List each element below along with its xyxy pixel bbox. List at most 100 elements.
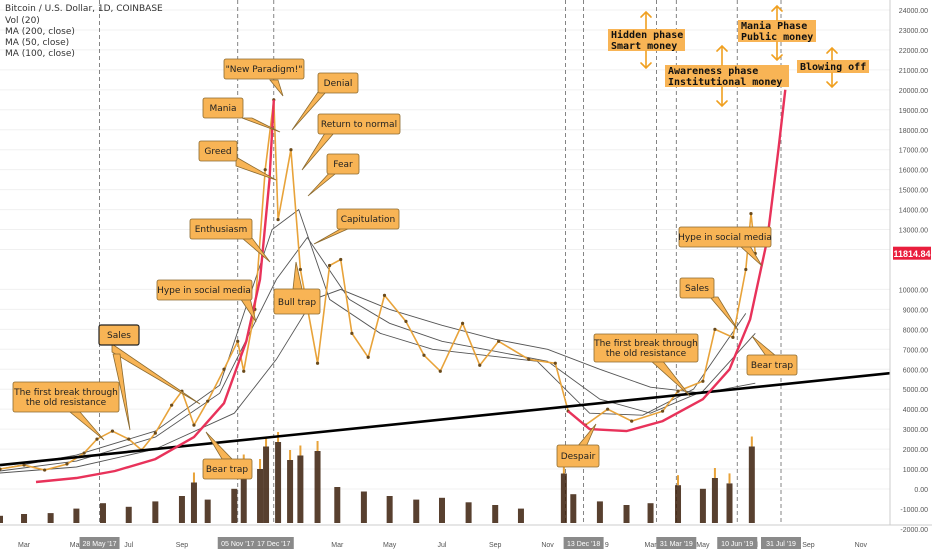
callout-hype-2-box xyxy=(678,226,772,248)
volume-bar xyxy=(287,460,294,523)
volume-bar xyxy=(623,505,630,523)
callout-first-break-2-box xyxy=(593,333,699,363)
price-point xyxy=(22,463,26,467)
price-point xyxy=(422,353,426,357)
date-badge-label: 28 May '17 xyxy=(83,541,117,548)
price-point xyxy=(170,403,174,407)
callout-sales-2: Sales xyxy=(679,277,715,299)
x-tick-label: May xyxy=(696,542,710,549)
y-tick-label: 14000.00 xyxy=(899,208,928,215)
phase-hidden: Hidden phase Smart money xyxy=(608,29,685,52)
y-tick-label: 21000.00 xyxy=(899,68,928,75)
volume-bar xyxy=(204,499,211,523)
date-badges: 28 May '17 05 Nov '17 17 Dec '17 13 Dec '18… xyxy=(79,537,802,549)
price-point xyxy=(606,407,610,411)
phase-awareness: Awareness phase Institutional money xyxy=(665,65,789,88)
date-badge-label: 31 Jul '19 xyxy=(766,541,796,548)
callout-return-to-normal: Return to normal xyxy=(317,113,401,135)
y-tick-label: -2000.00 xyxy=(900,527,928,534)
price-point xyxy=(206,399,210,403)
price-point xyxy=(713,327,717,331)
price-point xyxy=(236,339,240,343)
volume-bar xyxy=(297,455,304,523)
moving-average-line xyxy=(0,288,756,474)
volume-bar xyxy=(152,501,159,523)
callout-new-paradigm-text: "New Paradigm!" xyxy=(226,65,303,75)
x-tick-label: Sep xyxy=(489,542,502,549)
volume-bar xyxy=(517,508,524,523)
volume-bar xyxy=(386,496,393,523)
callout-sales-1-box xyxy=(98,324,140,346)
parabolic-curve xyxy=(567,89,787,433)
callout-first-break-1: The first break through the old resistan… xyxy=(12,381,120,413)
volume-spike xyxy=(713,468,716,478)
phase-hidden-line1: Hidden phase xyxy=(611,29,683,41)
volume-bar xyxy=(263,446,270,523)
volume-spike xyxy=(259,459,262,469)
price-point xyxy=(404,319,408,323)
volume-bar xyxy=(47,513,54,523)
price-point xyxy=(242,369,246,373)
volume-bar xyxy=(73,508,80,523)
volume-bar xyxy=(492,505,499,523)
x-tick-label: May xyxy=(70,542,84,549)
volume-bar xyxy=(675,485,682,523)
callout-greed-box xyxy=(198,140,238,162)
price-point xyxy=(701,379,705,383)
volume-spike xyxy=(265,436,268,447)
phase-mania-line2: Public money xyxy=(741,31,813,43)
phase-awareness-line1: Awareness phase xyxy=(668,66,758,77)
indicator-ma50: MA (50, close) xyxy=(5,38,70,48)
volume-bars xyxy=(0,432,755,523)
price-point xyxy=(553,361,557,365)
volume-spike xyxy=(750,436,753,447)
x-tick-label: Jul xyxy=(124,542,133,549)
callout-fear: Fear xyxy=(326,153,360,175)
callout-greed: Greed xyxy=(198,140,238,162)
x-tick-label: Nov xyxy=(541,542,554,549)
y-tick-label: 10000.00 xyxy=(899,287,928,294)
moving-average-line xyxy=(0,208,747,470)
arrow-mania-icon xyxy=(771,4,783,62)
y-tick-label: 9000.00 xyxy=(903,307,928,314)
y-tick-label: 23000.00 xyxy=(899,28,928,35)
callout-bull-trap-text: Bull trap xyxy=(278,298,316,308)
callout-bear-trap-1-text: Bear trap xyxy=(206,465,249,475)
y-tick-label: 15000.00 xyxy=(899,188,928,195)
price-badge xyxy=(893,246,931,260)
phase-hidden-line2: Smart money xyxy=(611,41,677,52)
date-badge-label: 10 Jun '19 xyxy=(721,541,753,548)
callout-enthusiasm-box xyxy=(189,218,253,240)
callout-despair: Despair xyxy=(556,444,600,468)
x-tick-label: May xyxy=(383,542,397,549)
callout-enthusiasm: Enthusiasm xyxy=(189,218,253,240)
y-tick-label: 24000.00 xyxy=(899,8,928,15)
callout-sales-1-text: Sales xyxy=(107,331,131,341)
x-tick-label: Nov xyxy=(855,542,868,549)
parabolic-curves xyxy=(35,89,787,484)
callout-hype-2-text: Hype in social media xyxy=(678,233,772,243)
callout-new-paradigm: "New Paradigm!" xyxy=(223,58,305,80)
price-point xyxy=(153,431,157,435)
y-tick-label: 19000.00 xyxy=(899,108,928,115)
volume-spike xyxy=(562,463,565,474)
price-point xyxy=(350,331,354,335)
volume-bar xyxy=(413,499,420,523)
callout-sales-1: Sales xyxy=(98,324,140,346)
y-tick-label: 18000.00 xyxy=(899,128,928,135)
price-point xyxy=(276,217,280,222)
price-point xyxy=(298,267,302,272)
callout-mania-box xyxy=(202,97,244,119)
date-badge xyxy=(217,537,258,549)
callout-greed-text: Greed xyxy=(204,147,231,157)
callout-hype-1: Hype in social media xyxy=(156,279,253,301)
volume-bar xyxy=(360,491,367,523)
price-point xyxy=(497,339,501,343)
callout-capitulation: Capitulation xyxy=(336,208,400,230)
volume-bar xyxy=(231,488,238,523)
y-tick-label: 13000.00 xyxy=(899,228,928,235)
volume-bar xyxy=(438,497,445,523)
price-point xyxy=(43,468,47,472)
chart-title: Bitcoin / U.S. Dollar, 1D, COINBASE xyxy=(5,4,163,14)
callout-bear-trap-2-box xyxy=(746,354,798,376)
